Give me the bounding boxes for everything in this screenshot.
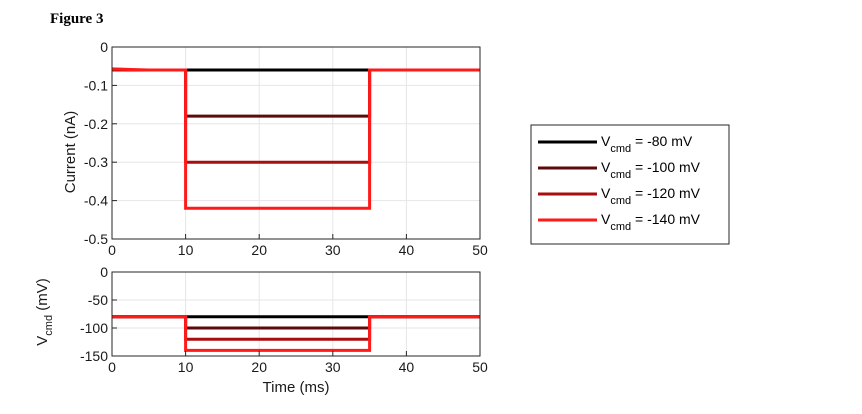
current-x-tick-label: 20 xyxy=(251,242,267,258)
current-axes-box xyxy=(111,46,481,240)
vcmd-x-tick-label: 30 xyxy=(325,359,341,375)
vcmd-y-tick-label: -150 xyxy=(80,348,108,364)
current-chart: 0 10 20 30 40 50 0 -0.1 -0.2 -0.3 -0.4 -0.5 xyxy=(84,39,488,258)
vcmd-chart: 0 10 20 30 40 50 0 -50 -100 -150 xyxy=(80,264,488,375)
vcmd-x-tick-label: 40 xyxy=(399,359,415,375)
current-y-axis-label: Current (nA) xyxy=(62,111,79,194)
legend-label-sub: cmd xyxy=(610,195,631,207)
vcmd-series-line-2 xyxy=(112,315,480,330)
current-x-tick-label: 50 xyxy=(472,242,488,258)
legend-label-value: = -100 mV xyxy=(631,159,701,175)
current-y-tick-label: -0.4 xyxy=(84,193,108,209)
vcmd-series-line-4 xyxy=(112,315,480,352)
figure-label: Figure 3 xyxy=(50,11,103,27)
legend-label-2: Vcmd = -100 mV xyxy=(601,159,701,181)
vcmd-x-tick-label: 0 xyxy=(108,359,116,375)
current-series-line-4 xyxy=(111,67,480,210)
current-y-tick-label: -0.5 xyxy=(84,231,108,247)
legend-label-1: Vcmd = -80 mV xyxy=(601,133,693,155)
legend-box xyxy=(530,124,730,245)
legend-label-main: V xyxy=(601,159,611,175)
legend-label-main: V xyxy=(601,211,611,227)
vcmd-y-axis-label: Vcmd (mV) xyxy=(34,278,55,345)
current-y-tick-label: 0 xyxy=(100,39,108,55)
vcmd-x-tick-label: 50 xyxy=(472,359,488,375)
current-x-tick-label: 30 xyxy=(325,242,341,258)
legend-label-sub: cmd xyxy=(610,221,631,233)
vcmd-y-axis-label-unit: (mV) xyxy=(34,278,51,315)
legend-label-value: = -80 mV xyxy=(631,133,693,149)
current-x-tick-label: 10 xyxy=(178,242,194,258)
current-x-tick-label: 0 xyxy=(108,242,116,258)
current-x-tick-label: 40 xyxy=(399,242,415,258)
vcmd-x-tick-label: 20 xyxy=(251,359,267,375)
current-series-line-2 xyxy=(112,68,480,118)
legend-label-main: V xyxy=(601,185,611,201)
legend-label-sub: cmd xyxy=(610,143,631,155)
legend-label-sub: cmd xyxy=(610,169,631,181)
vcmd-y-axis-label-main: V xyxy=(34,336,51,346)
time-x-axis-label: Time (ms) xyxy=(263,379,330,396)
legend-label-4: Vcmd = -140 mV xyxy=(601,211,701,233)
legend-label-3: Vcmd = -120 mV xyxy=(601,185,701,207)
current-y-tick-label: -0.2 xyxy=(84,116,108,132)
vcmd-y-tick-label: -50 xyxy=(88,292,108,308)
current-y-tick-label: -0.3 xyxy=(84,154,108,170)
current-y-tick-label: -0.1 xyxy=(84,77,108,93)
vcmd-y-axis-label-sub: cmd xyxy=(43,315,55,336)
legend-label-main: V xyxy=(601,133,611,149)
legend-label-value: = -120 mV xyxy=(631,185,701,201)
legend-label-value: = -140 mV xyxy=(631,211,701,227)
vcmd-x-tick-label: 10 xyxy=(178,359,194,375)
vcmd-y-tick-label: -100 xyxy=(80,320,108,336)
vcmd-axes-box xyxy=(111,271,481,357)
vcmd-y-tick-label: 0 xyxy=(100,264,108,280)
